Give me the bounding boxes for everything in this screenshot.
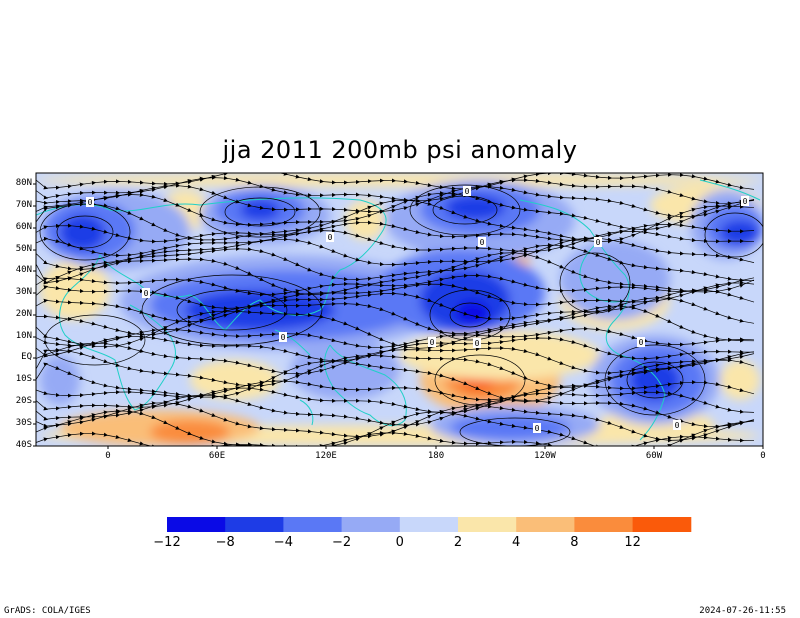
colorbar-label: 2 (453, 535, 463, 550)
colorbar-label: 4 (512, 535, 521, 550)
latitude-label: 70N (15, 200, 32, 210)
contour-label-bg (142, 288, 150, 298)
longitude-label: 120E (315, 451, 337, 461)
latitude-label: 80N (15, 178, 32, 188)
latitude-label: 60N (15, 222, 32, 232)
contour-labels: 0 0 0 0 0 0 0 0 0 0 0 0 0 (86, 186, 749, 433)
streamlines (36, 173, 755, 446)
colorbar (167, 517, 692, 532)
latitude-label: 50N (15, 244, 32, 254)
colorbar-label: 8 (570, 535, 579, 550)
longitude-label: 60E (208, 451, 226, 461)
contour-label: 0 (675, 421, 680, 430)
colorbar-label: 12 (624, 535, 641, 550)
contour-label-bg (594, 237, 602, 247)
colorbar-swatch (341, 517, 401, 532)
colorbar-label: −4 (273, 535, 293, 550)
contour-label: 0 (430, 338, 435, 347)
contour-label: 0 (743, 197, 748, 206)
latitude-label: 10S (15, 374, 32, 384)
contour-label-bg (428, 337, 436, 347)
latitude-label: 40S (15, 440, 32, 450)
longitude-label: 0 (760, 451, 766, 461)
longitude-label: 120W (534, 451, 556, 461)
colorbar-label: −12 (153, 535, 181, 550)
anomaly-region (445, 195, 505, 220)
contour-label: 0 (596, 238, 601, 247)
longitude-label: 0 (105, 451, 111, 461)
latitude-label: 20S (15, 396, 32, 406)
axis-ticks (33, 183, 764, 449)
colorbar-swatch (399, 517, 459, 532)
contour-label-bg (326, 232, 334, 242)
colorbar-swatch (283, 517, 343, 532)
contour-label-bg (673, 420, 681, 430)
anomaly-region (36, 173, 763, 187)
contour-label-bg (741, 196, 749, 206)
latitude-label: 10N (15, 331, 32, 341)
contour-label-bg (463, 186, 471, 196)
contour-label: 0 (639, 338, 644, 347)
anomaly-region (290, 340, 400, 400)
colorbar-label: 0 (395, 535, 404, 550)
contour-label: 0 (535, 424, 540, 433)
contour-label: 0 (88, 198, 93, 207)
anomaly-region (450, 415, 570, 440)
map-title: jja 2011 200mb psi anomaly (222, 136, 578, 164)
anomaly-region (60, 215, 105, 250)
contour-label-bg (279, 332, 287, 342)
colorbar-swatch (632, 517, 692, 532)
anomaly-region (150, 420, 230, 444)
latitude-label: 30N (15, 287, 32, 297)
contour-label-bg (533, 423, 541, 433)
longitude-label: 180 (427, 451, 445, 461)
contour-label: 0 (144, 289, 149, 298)
colorbar-swatch (574, 517, 634, 532)
latitude-label: 40N (15, 265, 32, 275)
contour-label: 0 (281, 333, 286, 342)
longitude-label: 60W (645, 451, 663, 461)
contour-label-bg (473, 338, 481, 348)
streamline (36, 408, 755, 446)
anomaly-region (240, 200, 280, 220)
colorbar-label: −2 (332, 535, 352, 550)
latitude-label: 20N (15, 309, 32, 319)
contour-label: 0 (480, 238, 485, 247)
map-area: 0 0 0 0 0 0 0 0 0 0 0 0 0 (36, 173, 763, 446)
footer-timestamp: 2024-07-26-11:55 (699, 606, 786, 616)
latitude-label: EQ (21, 352, 32, 362)
footer-credit: GrADS: COLA/IGES (4, 606, 91, 616)
contour-label-bg (86, 197, 94, 207)
map-frame (35, 172, 764, 447)
streamline (36, 430, 755, 446)
colorbar-swatch (167, 517, 226, 532)
colorbar-label: −8 (215, 535, 235, 550)
contour-label: 0 (465, 187, 470, 196)
colorbar-swatch (225, 517, 284, 532)
contour-label-bg (478, 237, 486, 247)
contour-label: 0 (475, 339, 480, 348)
anomaly-region (720, 360, 760, 400)
colorbar-swatch (458, 517, 517, 532)
colorbar-swatch (516, 517, 575, 532)
contour-label-bg (637, 337, 645, 347)
contour-label: 0 (328, 233, 333, 242)
latitude-label: 30S (15, 418, 32, 428)
